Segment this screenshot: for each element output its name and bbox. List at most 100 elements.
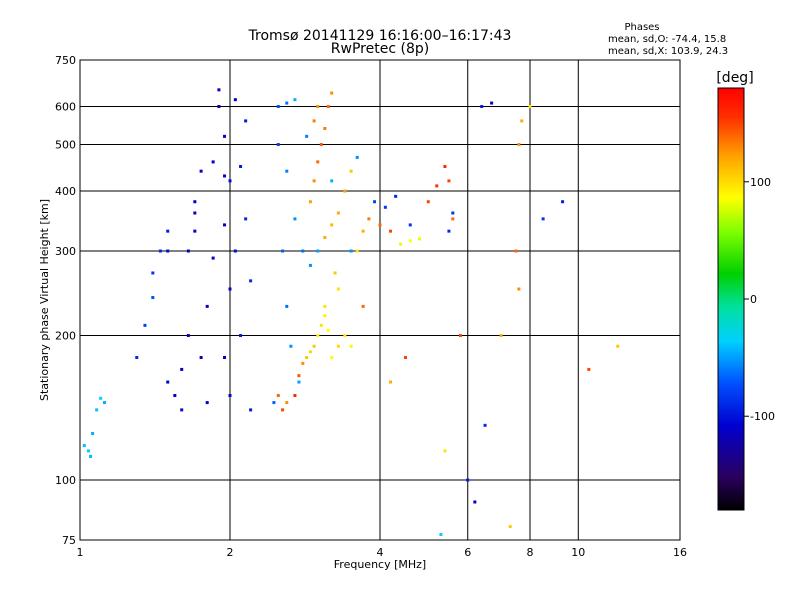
data-point bbox=[451, 217, 455, 221]
data-point bbox=[151, 296, 155, 300]
data-point bbox=[223, 223, 227, 227]
data-point bbox=[276, 394, 280, 398]
data-point bbox=[349, 169, 353, 173]
data-point bbox=[330, 355, 334, 359]
chart-title: Tromsø 20141129 16:16:00–16:17:43 bbox=[248, 28, 512, 44]
data-point bbox=[297, 374, 301, 378]
data-point bbox=[166, 380, 170, 384]
data-point bbox=[211, 256, 215, 260]
data-point bbox=[249, 408, 253, 412]
data-point bbox=[99, 396, 103, 400]
data-point bbox=[293, 98, 297, 102]
data-point bbox=[408, 223, 412, 227]
phase-stats-x: mean, sd,X: 103.9, 24.3 bbox=[608, 46, 728, 57]
data-point bbox=[285, 169, 289, 173]
data-point bbox=[330, 223, 334, 227]
x-tick-label: 8 bbox=[527, 546, 534, 559]
data-point bbox=[89, 454, 93, 458]
data-point bbox=[426, 200, 430, 204]
data-point bbox=[443, 164, 447, 168]
y-axis-label: Stationary phase Virtual Height [km] bbox=[38, 199, 51, 401]
y-tick-label: 400 bbox=[55, 185, 76, 198]
data-point bbox=[403, 355, 407, 359]
data-point bbox=[217, 105, 221, 109]
data-point bbox=[528, 105, 532, 109]
data-point bbox=[616, 344, 620, 348]
data-point bbox=[355, 155, 359, 159]
data-point bbox=[349, 249, 353, 253]
data-point bbox=[330, 179, 334, 183]
data-point bbox=[466, 478, 470, 482]
x-axis-label: Frequency [MHz] bbox=[334, 558, 426, 571]
data-point bbox=[316, 249, 320, 253]
y-tick-label: 500 bbox=[55, 139, 76, 152]
data-point bbox=[316, 105, 320, 109]
data-point bbox=[343, 334, 347, 338]
data-point bbox=[389, 380, 393, 384]
data-point bbox=[82, 444, 86, 448]
data-point bbox=[355, 249, 359, 253]
data-point bbox=[223, 355, 227, 359]
data-point bbox=[561, 200, 565, 204]
data-point bbox=[323, 236, 327, 240]
data-point bbox=[193, 211, 197, 215]
data-point bbox=[417, 237, 421, 241]
data-point bbox=[330, 91, 334, 95]
data-point bbox=[435, 184, 439, 188]
x-tick-label: 10 bbox=[571, 546, 585, 559]
data-point bbox=[281, 249, 285, 253]
data-point bbox=[343, 189, 347, 193]
data-point bbox=[249, 279, 253, 283]
data-point bbox=[367, 217, 371, 221]
data-point bbox=[305, 134, 309, 138]
data-point bbox=[517, 287, 521, 291]
data-point bbox=[135, 355, 139, 359]
data-point bbox=[326, 105, 330, 109]
data-point bbox=[520, 119, 524, 123]
data-point bbox=[308, 200, 312, 204]
data-point bbox=[361, 229, 365, 233]
data-point bbox=[199, 169, 203, 173]
data-point bbox=[228, 179, 232, 183]
y-tick-label: 750 bbox=[55, 54, 76, 67]
data-point bbox=[95, 408, 99, 412]
data-point bbox=[439, 533, 443, 537]
data-point bbox=[312, 344, 316, 348]
x-axis-ticks: 1 2 4 6 8 10 16 bbox=[77, 546, 688, 559]
data-point bbox=[293, 217, 297, 221]
data-point bbox=[143, 323, 147, 327]
data-point bbox=[447, 179, 451, 183]
data-point bbox=[336, 287, 340, 291]
data-point bbox=[193, 200, 197, 204]
data-point bbox=[378, 223, 382, 227]
data-point bbox=[281, 408, 285, 412]
data-point bbox=[316, 334, 320, 338]
data-point bbox=[308, 263, 312, 267]
data-point bbox=[517, 143, 521, 147]
data-point bbox=[473, 500, 477, 504]
data-point bbox=[272, 401, 276, 405]
data-point bbox=[451, 211, 455, 215]
data-point bbox=[443, 449, 447, 453]
data-point bbox=[316, 160, 320, 164]
data-point bbox=[217, 88, 221, 92]
data-point bbox=[305, 355, 309, 359]
phase-stats-o: mean, sd,O: -74.4, 15.8 bbox=[608, 34, 726, 45]
data-point bbox=[319, 143, 323, 147]
data-point bbox=[323, 314, 327, 318]
data-point bbox=[333, 271, 337, 275]
data-point bbox=[166, 229, 170, 233]
data-point bbox=[276, 143, 280, 147]
data-point bbox=[223, 174, 227, 178]
data-points bbox=[82, 88, 620, 537]
colorbar-tick-label: 100 bbox=[750, 176, 771, 189]
data-point bbox=[158, 249, 162, 253]
data-point bbox=[312, 119, 316, 123]
data-point bbox=[228, 394, 232, 398]
plot-grid bbox=[79, 59, 681, 541]
data-point bbox=[326, 328, 330, 332]
data-point bbox=[276, 105, 280, 109]
colorbar-unit: [deg] bbox=[716, 70, 753, 86]
data-point bbox=[383, 205, 387, 209]
colorbar-tick-label: 0 bbox=[750, 293, 757, 306]
